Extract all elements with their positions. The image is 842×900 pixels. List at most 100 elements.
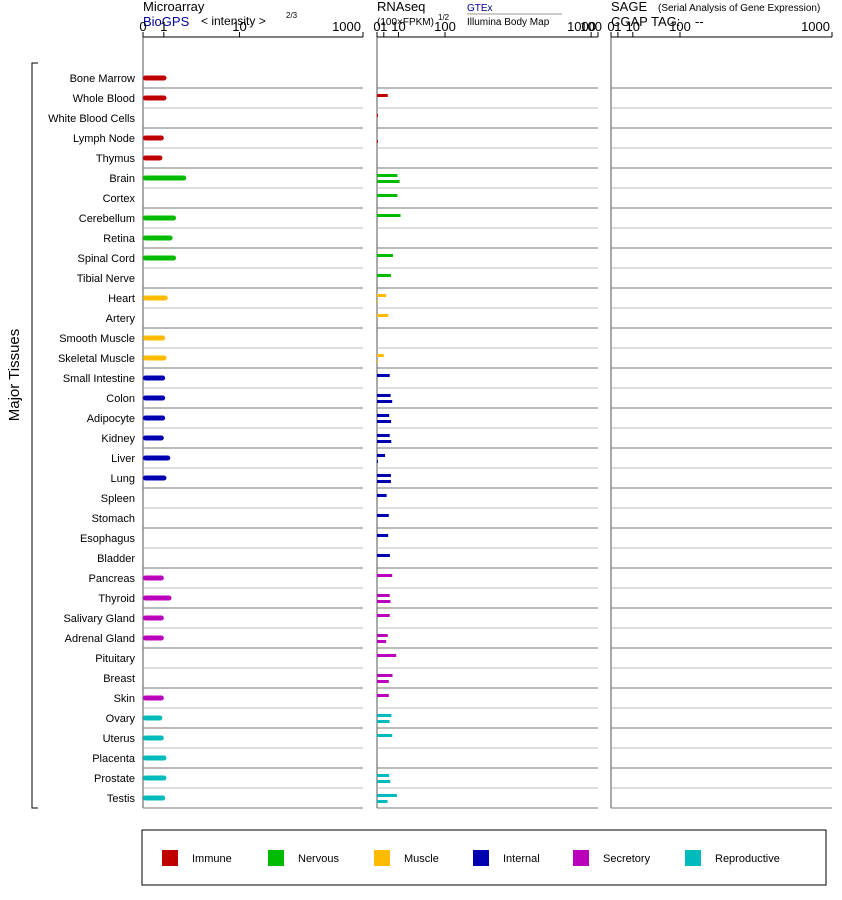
microarray-bar bbox=[143, 415, 166, 421]
microarray-bar bbox=[143, 95, 167, 101]
tissue-label: Ovary bbox=[106, 713, 136, 725]
ibm-bar bbox=[377, 680, 389, 683]
gtex-bar bbox=[377, 374, 390, 377]
sage-tick-label: 100 bbox=[669, 19, 691, 34]
microarray-bar bbox=[143, 755, 167, 761]
tissue-label: Esophagus bbox=[80, 533, 136, 545]
gtex-bar bbox=[377, 574, 393, 577]
tissue-label: Prostate bbox=[94, 773, 135, 785]
gtex-bar bbox=[377, 694, 389, 697]
microarray-bar bbox=[143, 355, 167, 361]
tissue-label: Breast bbox=[103, 673, 135, 685]
legend-swatch bbox=[685, 850, 701, 866]
legend-swatch bbox=[268, 850, 284, 866]
legend-label: Reproductive bbox=[715, 853, 780, 865]
tissue-label: Lung bbox=[111, 473, 135, 485]
gtex-bar bbox=[377, 774, 390, 777]
gtex-source-link[interactable]: GTEx bbox=[467, 3, 493, 14]
legend-label: Muscle bbox=[404, 853, 439, 865]
tissue-label: Retina bbox=[103, 233, 136, 245]
gtex-bar bbox=[377, 794, 397, 797]
legend-box bbox=[141, 829, 827, 886]
microarray-tick-label: 100 bbox=[580, 19, 602, 34]
legend-label: Immune bbox=[192, 853, 232, 865]
gtex-bar bbox=[377, 274, 391, 277]
microarray-bar bbox=[143, 215, 177, 221]
gtex-bar bbox=[377, 654, 397, 657]
legend-label: Nervous bbox=[298, 853, 339, 865]
microarray-exponent: 2/3 bbox=[286, 11, 298, 20]
legend-label: Secretory bbox=[603, 853, 651, 865]
ibm-bar bbox=[377, 440, 392, 443]
tissue-label: Artery bbox=[106, 313, 136, 325]
gtex-bar bbox=[377, 314, 389, 317]
gtex-bar bbox=[377, 474, 391, 477]
ibm-bar bbox=[377, 360, 378, 363]
microarray-bar bbox=[143, 135, 164, 141]
gtex-bar bbox=[377, 454, 386, 457]
ibm-bar bbox=[377, 460, 378, 463]
tissue-label: Smooth Muscle bbox=[59, 333, 135, 345]
gtex-bar bbox=[377, 614, 390, 617]
group-bracket bbox=[31, 62, 38, 809]
microarray-tick-label: 10 bbox=[232, 19, 246, 34]
ibm-bar bbox=[377, 720, 390, 723]
microarray-bar bbox=[143, 775, 167, 781]
sage-subtitle: (Serial Analysis of Gene Expression) bbox=[658, 3, 820, 14]
ibm-source-label: Illumina Body Map bbox=[467, 17, 550, 28]
gtex-bar bbox=[377, 494, 387, 497]
microarray-bar bbox=[143, 175, 187, 181]
microarray-bar bbox=[143, 615, 164, 621]
rnaseq-unit: (100×FPKM) bbox=[377, 17, 434, 28]
gtex-bar bbox=[377, 534, 389, 537]
microarray-bar bbox=[143, 455, 171, 461]
microarray-unit: < intensity > bbox=[201, 14, 266, 28]
microarray-bar bbox=[143, 255, 177, 261]
microarray-bar bbox=[143, 335, 166, 341]
legend-label: Internal bbox=[503, 853, 540, 865]
microarray-bar bbox=[143, 435, 164, 441]
ibm-bar bbox=[377, 300, 378, 303]
tissue-label: Thymus bbox=[96, 153, 136, 165]
microarray-bar bbox=[143, 395, 166, 401]
rnaseq-tick-label: 10 bbox=[391, 19, 405, 34]
microarray-tick-label: 0 bbox=[139, 19, 146, 34]
gtex-bar bbox=[377, 354, 384, 357]
tissue-label: Kidney bbox=[101, 433, 135, 445]
ibm-bar bbox=[377, 640, 387, 643]
tissue-label: Skin bbox=[114, 693, 135, 705]
y-axis-label: Major Tissues bbox=[6, 329, 23, 422]
rnaseq-tick-label: 1000 bbox=[567, 19, 596, 34]
tissue-label: Whole Blood bbox=[73, 93, 135, 105]
tissue-label: Bladder bbox=[97, 553, 135, 565]
ibm-bar bbox=[377, 180, 400, 183]
gtex-bar bbox=[377, 294, 387, 297]
tissue-label: Adrenal Gland bbox=[65, 633, 135, 645]
microarray-bar bbox=[143, 695, 164, 701]
gtex-bar bbox=[377, 734, 393, 737]
ibm-bar bbox=[377, 480, 391, 483]
tissue-label: Stomach bbox=[92, 513, 135, 525]
microarray-bar bbox=[143, 575, 164, 581]
tissue-label: Thyroid bbox=[98, 593, 135, 605]
microarray-bar bbox=[143, 735, 164, 741]
microarray-source-link[interactable]: BioGPS bbox=[143, 14, 190, 29]
tissue-label: Colon bbox=[106, 393, 135, 405]
gtex-bar bbox=[377, 434, 390, 437]
tissue-label: Cortex bbox=[103, 193, 136, 205]
microarray-title: Microarray bbox=[143, 0, 205, 14]
ibm-bar bbox=[377, 600, 391, 603]
rnaseq-tick-label: 0 bbox=[373, 19, 380, 34]
gtex-bar bbox=[377, 414, 390, 417]
tissue-label: Pancreas bbox=[89, 573, 136, 585]
gtex-bar bbox=[377, 194, 398, 197]
legend-swatch bbox=[374, 850, 390, 866]
tissue-label: Brain bbox=[109, 173, 135, 185]
tissue-label: Bone Marrow bbox=[70, 73, 135, 85]
microarray-bar bbox=[143, 795, 166, 801]
sage-tag-label: CGAP TAG: bbox=[611, 14, 680, 29]
ibm-bar bbox=[377, 800, 388, 803]
microarray-bar bbox=[143, 595, 172, 601]
tissue-label: Tibial Nerve bbox=[77, 273, 135, 285]
sage-tick-label: 1000 bbox=[801, 19, 830, 34]
